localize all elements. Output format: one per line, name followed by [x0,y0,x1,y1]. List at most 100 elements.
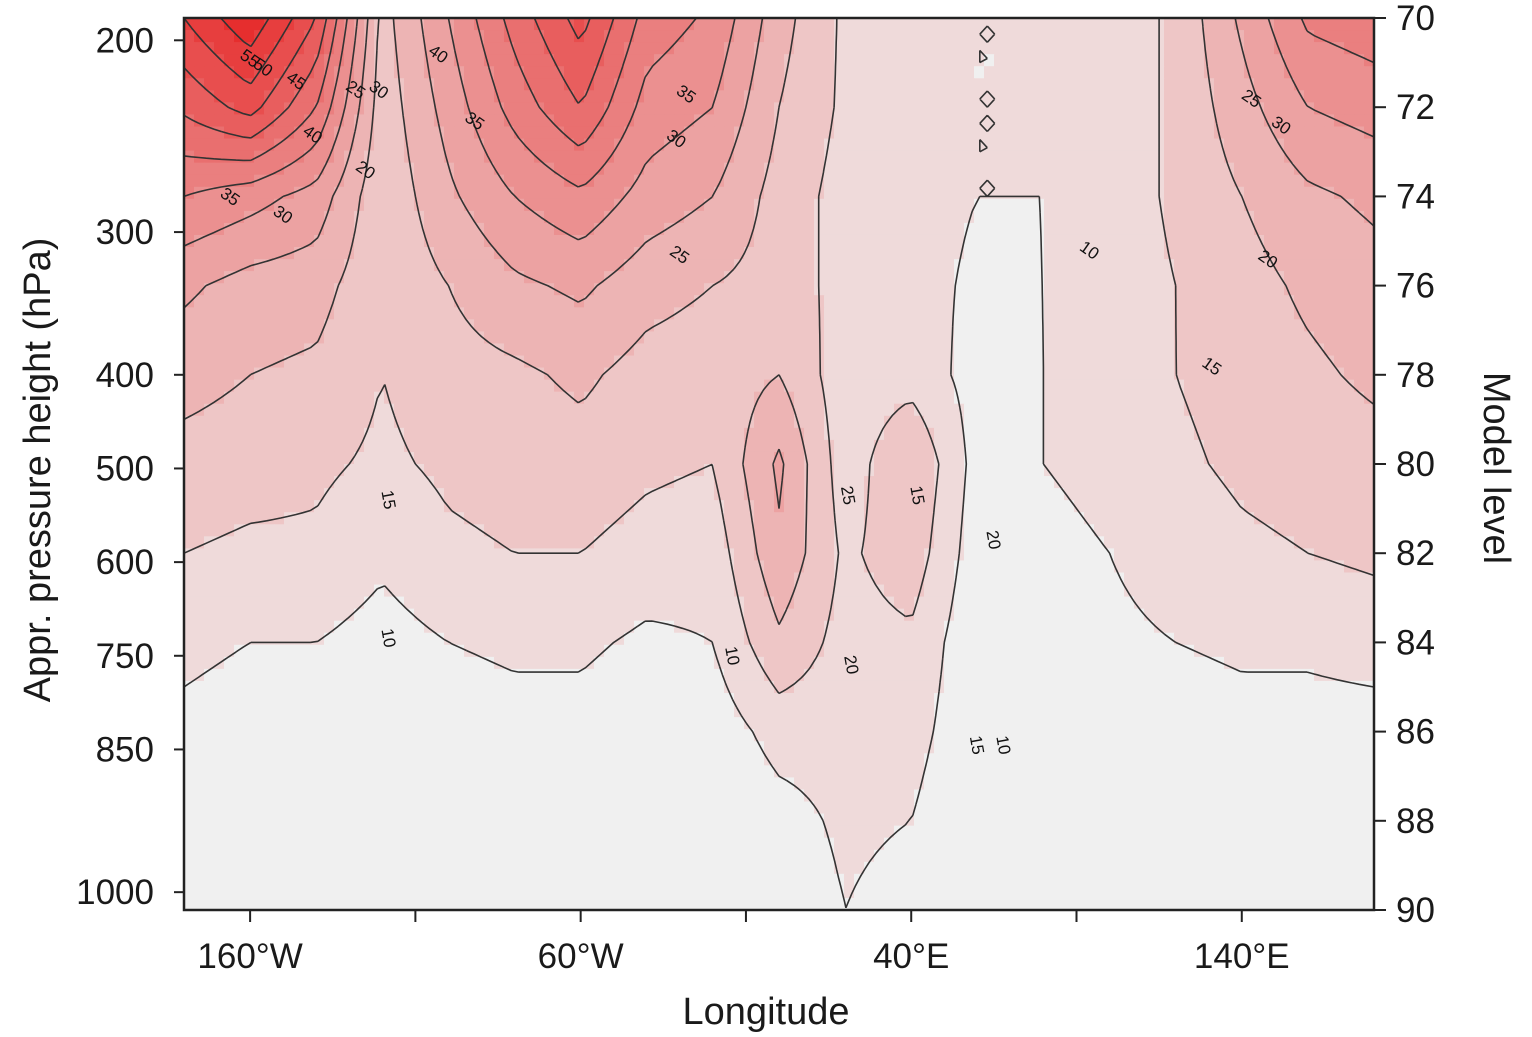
contour-cell [824,367,835,381]
contour-cell [1164,500,1175,513]
contour-cell [344,439,355,453]
contour-cell [1054,78,1065,91]
contour-cell [444,102,455,116]
contour-cell [414,114,425,128]
contour-cell [314,30,325,43]
contour-cell [614,174,625,188]
contour-cell [734,102,745,116]
contour-cell [1314,259,1325,272]
contour-cell [304,283,315,296]
contour-cell [664,331,675,345]
contour-cell [1124,427,1135,441]
contour-cell [724,331,735,345]
contour-cell [624,186,635,200]
contour-cell [984,439,995,453]
contour-cell [1134,102,1145,116]
contour-cell [514,66,525,79]
contour-cell [764,259,775,272]
contour-cell [374,391,385,405]
contour-cell [814,138,825,152]
contour-cell [214,186,225,200]
contour-cell [434,439,445,453]
contour-cell [364,259,375,272]
contour-cell [1224,114,1235,128]
contour-cell [364,210,375,224]
contour-cell [184,283,195,296]
contour-cell [1004,476,1015,489]
contour-cell [1244,271,1255,284]
contour-cell [854,488,865,501]
contour-cell [354,162,365,176]
contour-cell [1344,66,1355,79]
contour-cell [984,222,995,236]
contour-cell [454,476,465,489]
contour-cell [864,126,875,140]
contour-cell [844,114,855,128]
contour-cell [534,488,545,501]
contour-cell [1014,259,1025,272]
contour-cell [1004,198,1015,212]
contour-cell [924,379,935,393]
contour-cell [1114,343,1125,357]
contour-cell [1304,126,1315,140]
contour-cell [344,415,355,429]
contour-cell [304,30,315,43]
contour-cell [984,500,995,513]
contour-cell [934,415,945,429]
contour-cell [1154,403,1165,417]
contour-cell [1164,464,1175,477]
contour-cell [204,427,215,441]
contour-cell [584,451,595,465]
contour-cell [494,30,505,43]
contour-cell [1044,78,1055,91]
contour-cell [274,222,285,236]
contour-cell [394,367,405,381]
contour-cell [1184,102,1195,116]
contour-cell [644,379,655,393]
contour-cell [444,319,455,332]
contour-cell [1144,210,1155,224]
contour-cell [524,476,535,489]
contour-cell [1064,66,1075,79]
contour-cell [534,331,545,345]
contour-cell [1234,174,1245,188]
contour-cell [394,331,405,345]
contour-cell [834,464,845,477]
contour-cell [904,415,915,429]
contour-cell [294,476,305,489]
contour-cell [724,283,735,296]
contour-cell [1094,307,1105,320]
contour-cell [1254,18,1265,31]
contour-cell [934,186,945,200]
contour-cell [1154,295,1165,308]
contour-cell [1204,307,1215,320]
contour-cell [1104,271,1115,284]
contour-cell [934,271,945,284]
contour-cell [754,500,765,513]
contour-cell [644,331,655,345]
contour-cell [474,126,485,140]
contour-cell [504,66,515,79]
contour-cell [1324,451,1335,465]
contour-cell [564,18,575,31]
contour-cell [814,379,825,393]
contour-cell [1094,42,1105,55]
contour-cell [184,464,195,477]
contour-cell [1304,451,1315,465]
contour-cell [804,30,815,43]
contour-cell [364,488,375,501]
contour-cell [1344,162,1355,176]
contour-cell [1034,247,1045,260]
contour-cell [464,355,475,369]
contour-cell [994,78,1005,91]
contour-cell [1044,367,1055,381]
contour-cell [774,150,785,164]
contour-cell [684,150,695,164]
contour-cell [354,488,365,501]
contour-cell [1214,476,1225,489]
contour-cell [1114,295,1125,308]
contour-cell [784,138,795,152]
contour-cell [1254,367,1265,381]
contour-cell [234,319,245,332]
contour-cell [204,210,215,224]
